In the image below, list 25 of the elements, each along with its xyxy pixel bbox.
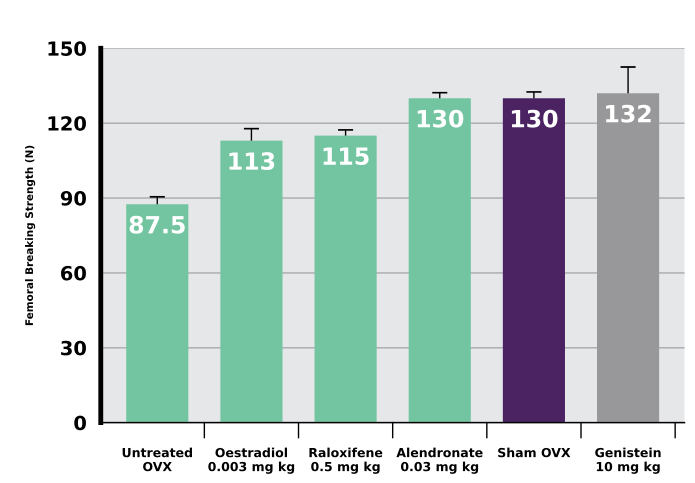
data-label: 115 <box>324 147 369 166</box>
y-axis-title: Femoral Breaking Strength (N) <box>25 146 36 326</box>
bar <box>597 93 660 423</box>
data-label: 130 <box>512 110 558 128</box>
y-tick-label: 90 <box>60 190 86 206</box>
bar <box>502 98 565 423</box>
y-tick-label: 60 <box>61 266 86 281</box>
bar <box>220 140 283 423</box>
y-tick-label: 120 <box>48 116 86 131</box>
x-tick-label: Untreated OVX <box>122 448 192 472</box>
data-label: 87.5 <box>130 216 185 234</box>
x-tick-label: Alendronate 0.03 mg kg <box>396 448 483 474</box>
y-tick-label: 0 <box>74 416 86 430</box>
x-tick-label: Oestradiol 0.003 mg kg <box>208 448 294 474</box>
x-tick-label: Sham OVX <box>498 448 570 458</box>
x-tick-label: Genistein 10 mg kg <box>595 448 661 474</box>
data-label: 113 <box>229 152 274 170</box>
data-label: 130 <box>418 110 464 128</box>
x-tick-label: Raloxifene 0.5 mg kg <box>309 448 382 474</box>
bar <box>126 204 188 423</box>
bar <box>408 98 471 423</box>
y-tick-label: 30 <box>61 340 86 356</box>
bar <box>314 136 377 423</box>
data-label: 132 <box>606 104 651 123</box>
y-tick-label: 150 <box>48 41 86 56</box>
